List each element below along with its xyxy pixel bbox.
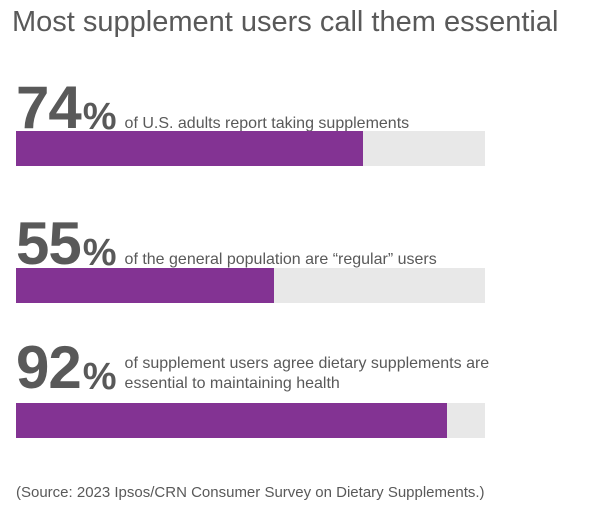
stat-heading: 74% of U.S. adults report taking suppleme… [16,78,409,138]
stat-heading: 92% of supplement users agree dietary sup… [16,338,495,398]
source-note: (Source: 2023 Ipsos/CRN Consumer Survey … [16,484,485,501]
stat-description: of the general population are “regular” … [124,251,437,268]
stat-description: of supplement users agree dietary supple… [124,355,490,392]
stat-value: 55 [16,210,82,277]
percent-sign: % [82,232,117,274]
bar-fill [16,403,448,438]
percent-sign: % [82,96,117,138]
bar-track [16,403,485,438]
stat-description: of U.S. adults report taking supplements [124,115,410,132]
bar-fill [16,131,364,166]
percent-sign: % [82,356,117,398]
stat-value: 74 [16,74,82,141]
bar-track [16,268,485,303]
stat-value: 92 [16,334,82,401]
bar-track [16,131,485,166]
bar-fill [16,268,274,303]
stat-heading: 55% of the general population are “regula… [16,214,437,274]
chart-title: Most supplement users call them essentia… [12,6,559,38]
